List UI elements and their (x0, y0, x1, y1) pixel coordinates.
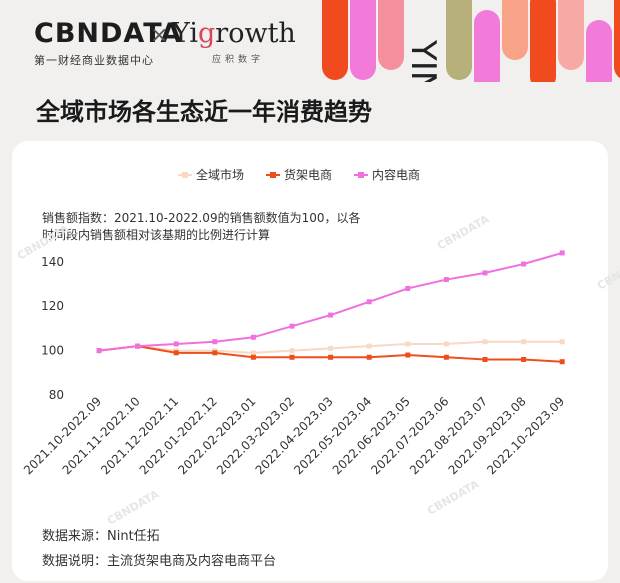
watermark-3: CBNDATA (595, 252, 620, 292)
legend-item-all-market: 全域市场 (178, 166, 244, 183)
series-2-point-8 (405, 285, 411, 291)
series-0-point-5 (289, 348, 295, 354)
cbndata-logo-subtitle: 第一财经商业数据中心 (34, 54, 154, 67)
legend-label-all-market: 全域市场 (196, 168, 245, 182)
series-2-point-12 (559, 250, 565, 256)
y-tick-80: 80 (49, 388, 64, 402)
series-2-point-9 (443, 277, 449, 283)
legend-swatch-content-ecommerce (354, 171, 369, 179)
header: CBNDATA 第一财经商业数据中心 × Yigrowth 应积数字 YING (0, 0, 620, 82)
chart-legend: 全域市场 货架电商 内容电商 (178, 166, 420, 183)
decorative-bars-graphic: YING (320, 0, 620, 82)
series-2-point-0 (96, 348, 102, 354)
series-1-point-10 (482, 356, 488, 362)
watermark-4: CBNDATA (105, 487, 162, 527)
watermark-5: CBNDATA (425, 477, 482, 517)
chart-card (12, 141, 608, 581)
yigrowth-logo-prefix: Yi (172, 18, 198, 49)
series-1-point-8 (405, 352, 411, 358)
series-2-point-10 (482, 270, 488, 276)
series-0-point-8 (405, 341, 411, 347)
series-2-point-3 (212, 339, 218, 345)
series-1-point-3 (212, 350, 218, 356)
series-1-point-2 (173, 350, 179, 356)
data-explanation: 数据说明：主流货架电商及内容电商平台 (42, 554, 277, 569)
series-1-point-12 (559, 359, 565, 365)
series-0-point-11 (521, 339, 527, 345)
series-0-point-6 (328, 345, 334, 351)
y-tick-120: 120 (41, 299, 64, 313)
y-tick-100: 100 (41, 344, 64, 358)
series-2-point-1 (135, 343, 141, 349)
series-1-point-7 (366, 354, 372, 360)
series-2-point-2 (173, 341, 179, 347)
series-1-point-6 (328, 354, 334, 360)
y-tick-140: 140 (41, 255, 64, 269)
legend-label-content-ecommerce: 内容电商 (372, 168, 421, 182)
series-1-point-5 (289, 354, 295, 360)
series-1-point-4 (250, 354, 256, 360)
series-1-point-9 (443, 354, 449, 360)
data-source: 数据来源：Nint任拓 (42, 529, 160, 544)
page-title: 全域市场各生态近一年消费趋势 (36, 98, 372, 126)
series-0-point-12 (559, 339, 565, 345)
series-2-point-7 (366, 299, 372, 305)
series-2-point-4 (250, 334, 256, 340)
yigrowth-logo: Yigrowth (172, 18, 296, 49)
legend-swatch-all-market (178, 171, 192, 179)
legend-item-content-ecommerce: 内容电商 (354, 166, 420, 183)
yigrowth-logo-subtitle: 应积数字 (212, 55, 265, 65)
series-0-point-10 (482, 339, 488, 345)
decor-text: YING (403, 39, 443, 82)
series-2-point-11 (521, 261, 527, 267)
series-0-point-4 (250, 350, 256, 356)
series-2-point-6 (328, 312, 334, 318)
series-0-point-9 (443, 341, 449, 347)
legend-label-shelf-ecommerce: 货架电商 (284, 168, 333, 182)
yigrowth-logo-accent: g (198, 18, 216, 49)
index-note: 销售额指数：2021.10-2022.09的销售额数值为100，以各时间段内销售… (42, 211, 361, 242)
legend-swatch-shelf-ecommerce (266, 171, 281, 179)
yigrowth-logo-rest: rowth (215, 18, 296, 49)
series-0-point-7 (366, 343, 372, 349)
series-1-point-11 (521, 356, 527, 362)
legend-item-shelf-ecommerce: 货架电商 (266, 166, 332, 183)
series-2-point-5 (289, 323, 295, 329)
cbndata-logo: CBNDATA (34, 18, 183, 49)
decorative-pattern: YING (320, 0, 620, 82)
series-line-2 (98, 251, 563, 352)
watermark-2: CBNDATA (435, 212, 492, 252)
cross-symbol: × (150, 23, 169, 48)
